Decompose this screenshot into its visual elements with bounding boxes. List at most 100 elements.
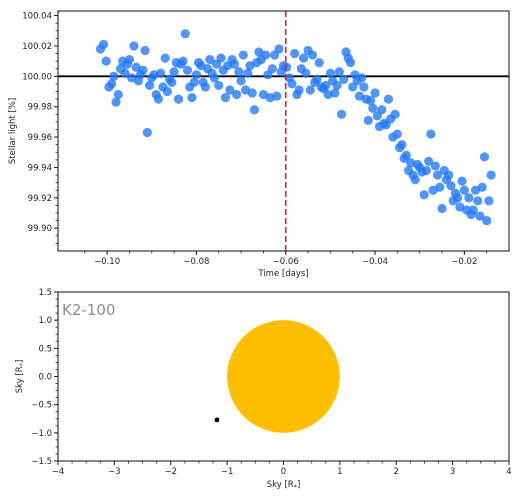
data-point (321, 80, 331, 91)
data-point (200, 82, 210, 92)
data-point (249, 105, 260, 115)
data-point (120, 68, 130, 78)
data-point (138, 65, 148, 75)
y-tick-label: 0.5 (38, 344, 52, 354)
y-tick-label: 100.00 (22, 72, 52, 82)
data-point (383, 94, 394, 104)
data-point (98, 39, 109, 50)
y-tick-label: −1.5 (31, 457, 52, 467)
y-axis-label: Sky [R*] (15, 360, 26, 394)
data-point (214, 80, 224, 91)
data-point (282, 62, 292, 72)
data-point (330, 88, 340, 98)
data-point (392, 129, 402, 139)
data-point (419, 190, 429, 200)
data-point (457, 176, 467, 186)
data-point (113, 89, 123, 100)
x-tick-label: −1 (221, 467, 234, 477)
data-point (479, 152, 490, 162)
data-point (234, 67, 244, 77)
y-tick-label: 99.94 (28, 163, 52, 173)
data-point (314, 58, 324, 68)
data-point (397, 140, 407, 150)
data-point (484, 196, 494, 206)
data-point (142, 127, 152, 138)
data-point (267, 64, 277, 74)
data-point (365, 96, 376, 106)
x-tick-label: −2 (164, 467, 177, 477)
y-tick-label: 99.92 (28, 194, 52, 204)
data-point (160, 53, 170, 63)
data-point (238, 50, 248, 60)
data-point (339, 74, 349, 84)
data-point (426, 129, 436, 139)
data-point (101, 56, 111, 66)
data-point (390, 109, 400, 119)
data-point (287, 79, 297, 89)
data-point (368, 103, 378, 113)
data-point (357, 73, 367, 83)
x-tick-label: −0.04 (362, 257, 388, 267)
data-point (424, 156, 434, 166)
data-point (336, 109, 347, 119)
data-point (345, 58, 356, 68)
planet-dot (214, 417, 220, 423)
data-point (444, 170, 454, 180)
data-point (140, 45, 150, 56)
data-point (486, 170, 496, 180)
y-tick-label: 1.0 (38, 316, 52, 326)
data-point (473, 196, 483, 206)
data-point (446, 181, 456, 191)
data-point (437, 203, 447, 214)
data-point (432, 170, 443, 180)
data-point (298, 53, 309, 63)
x-tick-label: −4 (52, 467, 65, 477)
x-axis-label: Time [days] (257, 269, 308, 279)
data-point (191, 70, 202, 80)
data-point (370, 88, 380, 98)
y-axis-label: Stellar light [%] (8, 98, 18, 164)
data-point (468, 205, 478, 215)
y-tick-label: 99.90 (28, 224, 52, 234)
data-point (111, 97, 121, 107)
data-point (459, 185, 469, 195)
data-point (312, 74, 322, 84)
data-point (236, 76, 246, 86)
data-point (189, 77, 199, 87)
y-tick-label: −1.0 (31, 429, 52, 439)
x-tick-label: 2 (394, 467, 399, 477)
y-tick-label: 100.04 (22, 12, 52, 22)
x-tick-label: −0.06 (273, 257, 299, 267)
x-tick-label: 1 (337, 467, 342, 477)
y-tick-label: −0.5 (31, 401, 52, 411)
data-point (359, 82, 369, 92)
data-point (334, 67, 344, 77)
data-point (435, 182, 445, 192)
data-point (294, 85, 304, 95)
data-point (144, 80, 155, 91)
data-point (453, 193, 463, 203)
data-point (167, 77, 177, 87)
data-point (421, 165, 431, 176)
sky-view-panel: K2-100 −4 −3 −2 −1 0 1 2 3 4 −1.5 −1.0 −0.5 0.0 0.5 1.0… (15, 288, 512, 491)
data-point (332, 80, 342, 91)
data-point (272, 91, 282, 101)
data-point (475, 211, 485, 221)
data-point (363, 115, 373, 125)
data-point (180, 29, 190, 39)
data-point (106, 79, 117, 89)
data-point (247, 88, 257, 98)
data-point (464, 193, 474, 203)
data-point (301, 68, 311, 78)
data-point (482, 216, 492, 226)
data-point (216, 53, 226, 63)
data-point (261, 50, 271, 60)
x-tick-label: −0.10 (94, 257, 120, 267)
data-point (124, 55, 135, 65)
data-point (220, 92, 231, 103)
data-point (162, 86, 173, 97)
data-point (156, 68, 166, 78)
y-tick-label: 1.5 (38, 288, 52, 298)
data-point (232, 89, 242, 100)
